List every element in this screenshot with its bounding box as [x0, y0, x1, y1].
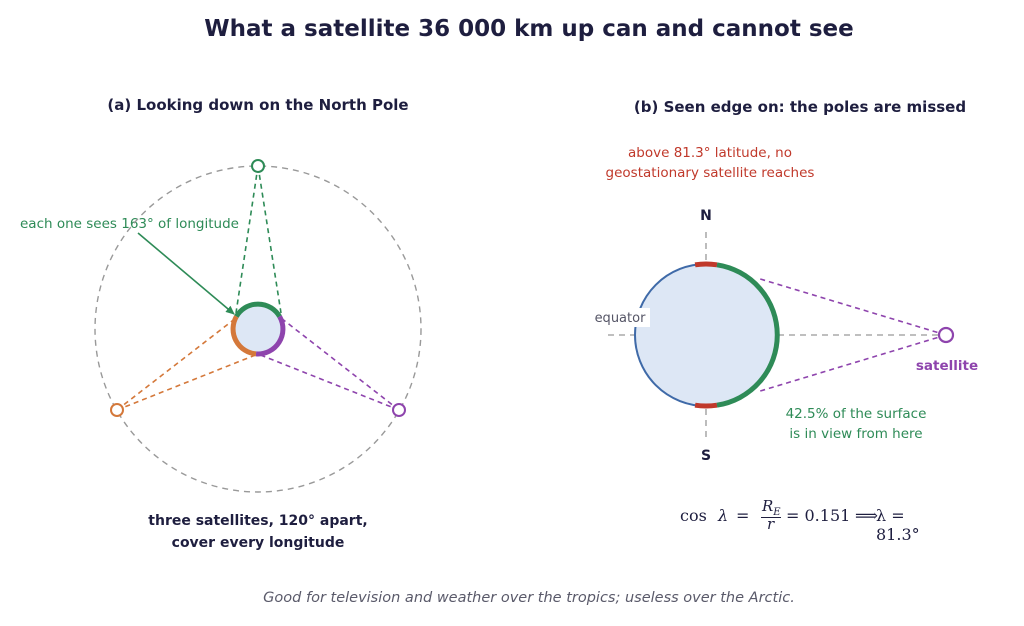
green-sightline-right [257, 165, 282, 314]
tangent-line-upper [756, 277, 947, 336]
annotation-arrow [137, 232, 235, 315]
panel-a-heading: (a) Looking down on the North Pole [107, 96, 409, 114]
surface-note: 42.5% of the surface is in view from her… [756, 404, 956, 444]
equator-label-bg [592, 308, 650, 327]
formula-equals: = [736, 506, 750, 525]
formula-implies: ⟹ [855, 506, 878, 525]
formula-numerator-sub: E [773, 507, 781, 518]
surface-note-line-1: 42.5% of the surface [785, 406, 927, 422]
caption-line-2: cover every longitude [171, 535, 345, 551]
green-coverage-arc [234, 301, 282, 318]
footer-caption: Good for television and weather over the… [263, 590, 795, 606]
purple-sightline-top [280, 317, 400, 411]
green-sightline-left [235, 165, 259, 314]
polar-note: above 81.3° latitude, no geostationary s… [580, 143, 840, 183]
purple-coverage-arc [255, 315, 286, 357]
formula-result: λ = 81.3° [876, 506, 920, 544]
formula-numerator: RE [762, 497, 781, 518]
purple-sightline-bottom [257, 353, 400, 411]
geostationary-orbit [94, 165, 422, 493]
surface-note-line-2: is in view from here [789, 426, 923, 442]
panel-a-caption: three satellites, 120° apart, cover ever… [108, 510, 408, 554]
longitude-annotation: each one sees 163° of longitude [20, 216, 239, 232]
orange-sightline-top [116, 317, 237, 411]
polar-note-line-1: above 81.3° latitude, no [628, 145, 792, 161]
north-label: N [700, 208, 712, 224]
orange-satellite [110, 403, 124, 417]
equator-label: equator [595, 311, 647, 326]
page-title: What a satellite 36 000 km up can and ca… [204, 16, 854, 42]
formula-value: = 0.151 [786, 506, 851, 525]
formula-numerator-letter: R [762, 497, 774, 515]
formula-fraction-bar [761, 517, 781, 518]
north-polar-cap [694, 261, 718, 268]
formula-denominator: r [767, 515, 775, 533]
formula-lambda: λ [718, 506, 729, 525]
purple-satellite [392, 403, 406, 417]
south-polar-cap [694, 402, 718, 409]
green-satellite [251, 159, 265, 173]
satellite-label: satellite [916, 358, 978, 374]
tangent-line-lower [756, 334, 947, 393]
earth-polar-view [233, 304, 283, 354]
orange-coverage-arc [230, 315, 257, 357]
south-label: S [701, 448, 711, 464]
visible-surface-arc [716, 262, 780, 408]
orange-sightline-bottom [116, 353, 259, 411]
latitude-formula: cos λ = RE r = 0.151 ⟹ λ = 81.3° [680, 497, 940, 544]
formula-cos: cos [680, 506, 707, 525]
panel-b-heading: (b) Seen edge on: the poles are missed [633, 98, 967, 116]
caption-line-1: three satellites, 120° apart, [148, 513, 368, 529]
polar-note-line-2: geostationary satellite reaches [605, 165, 815, 181]
side-satellite [937, 326, 955, 344]
